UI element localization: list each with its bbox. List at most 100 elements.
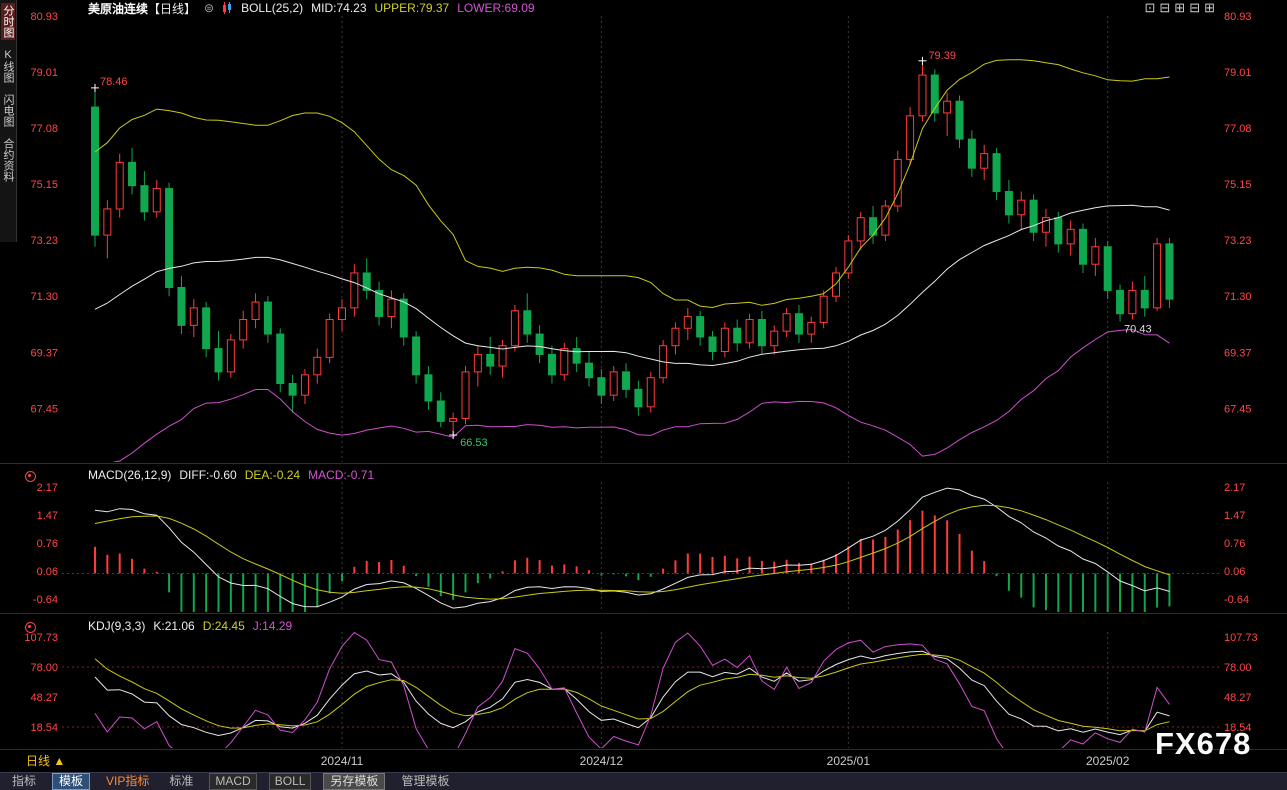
svg-text:48.27: 48.27 (30, 692, 58, 704)
svg-text:2.17: 2.17 (1224, 482, 1245, 494)
boll-lower-value: LOWER:69.09 (457, 1, 535, 15)
symbol-name: 美原油连续【日线】 (88, 0, 196, 17)
kdj-d-value: D:24.45 (202, 619, 245, 633)
svg-text:70.43: 70.43 (1124, 324, 1152, 336)
macd-axis-labels: 2.17 2.17 1.47 1.47 0.76 0.76 0.06 0.06 -0.64 -0.… (33, 482, 1249, 606)
svg-text:107.73: 107.73 (24, 632, 58, 644)
price-axis-labels: 80.93 80.93 79.01 79.01 77.08 77.08 75.15 75.15… (30, 11, 1251, 415)
macd-macd-value: MACD:-0.71 (308, 468, 375, 482)
svg-text:2024/11: 2024/11 (321, 754, 364, 768)
svg-text:18.54: 18.54 (1224, 722, 1252, 734)
layout-icon-2[interactable]: ⊟ (1159, 0, 1171, 15)
kdj-j-value: J:14.29 (252, 619, 293, 633)
svg-text:80.93: 80.93 (30, 11, 58, 23)
svg-text:78.00: 78.00 (30, 662, 58, 674)
symbol-title: 美原油连续 (88, 1, 149, 16)
chart-menu-icon[interactable]: ⊜ (204, 1, 215, 15)
tab-vip-indicators[interactable]: VIP指标 (106, 774, 150, 788)
svg-text:0.06: 0.06 (1224, 566, 1245, 578)
watermark-logo: FX678 (1155, 726, 1252, 761)
tab-manage-templates[interactable]: 管理模板 (401, 774, 450, 788)
svg-text:71.30: 71.30 (30, 291, 58, 303)
bottom-tab-bar: 指标 模板 VIP指标 标准 MACD BOLL 另存模板 管理模板 (0, 772, 1287, 790)
svg-text:1.47: 1.47 (1224, 510, 1245, 522)
svg-text:79.01: 79.01 (30, 67, 58, 79)
month-gridlines (341, 16, 1109, 748)
svg-text:67.45: 67.45 (1224, 403, 1252, 415)
boll-upper-value: UPPER:79.37 (374, 1, 450, 15)
svg-text:73.23: 73.23 (1224, 235, 1252, 247)
kdj-pane-toggle-icon[interactable] (25, 622, 36, 633)
boll-params-label: BOLL(25,2) (241, 1, 304, 15)
boll-lines (94, 59, 1170, 462)
layout-icon-3[interactable]: ⊞ (1174, 0, 1186, 15)
svg-text:69.37: 69.37 (30, 347, 58, 359)
reference-lines (62, 572, 1220, 728)
tab-indicators[interactable]: 指标 (12, 774, 37, 788)
sidebar-item-kline-chart[interactable]: K线图 (2, 49, 14, 83)
svg-text:2025/01: 2025/01 (827, 754, 871, 768)
kdj-header: KDJ(9,3,3) K:21.06 D:24.45 J:14.29 (88, 619, 292, 633)
layout-icon-4[interactable]: ⊟ (1189, 0, 1201, 15)
kdj-params-label: KDJ(9,3,3) (88, 619, 146, 633)
kdj-k-value: K:21.06 (153, 619, 195, 633)
sidebar-item-flash-chart[interactable]: 闪电图 (2, 94, 14, 127)
sidebar-item-timeline-chart[interactable]: 分时图 (1, 3, 15, 40)
svg-text:75.15: 75.15 (30, 179, 58, 191)
period-label: 日线 (26, 754, 51, 768)
svg-text:-0.64: -0.64 (1224, 594, 1249, 606)
layout-icon-1[interactable]: ⊡ (1144, 0, 1156, 15)
svg-text:66.53: 66.53 (460, 437, 488, 449)
x-axis-labels: 2024/11 2024/12 2025/01 2025/02 (321, 754, 1130, 768)
svg-text:2.17: 2.17 (37, 482, 58, 494)
kdj-layer (94, 632, 1170, 748)
svg-text:71.30: 71.30 (1224, 291, 1252, 303)
macd-layer (94, 487, 1171, 612)
macd-params-label: MACD(26,12,9) (88, 468, 172, 482)
tab-save-template[interactable]: 另存模板 (323, 773, 386, 790)
kdj-axis-labels: 107.73 107.73 78.00 78.00 48.27 48.27 18.54 18.… (24, 632, 1257, 734)
macd-dea-value: DEA:-0.24 (244, 468, 301, 482)
layout-icon-5[interactable]: ⊞ (1204, 0, 1215, 15)
sidebar: 分时图 K线图 闪电图 合约资料 (0, 0, 17, 242)
svg-text:78.46: 78.46 (100, 76, 128, 88)
macd-diff-value: DIFF:-0.60 (179, 468, 237, 482)
price-annotations: 78.46 79.39 66.53 70.43 (91, 50, 1152, 449)
svg-text:73.23: 73.23 (30, 235, 58, 247)
svg-text:79.39: 79.39 (928, 50, 956, 62)
svg-text:0.76: 0.76 (37, 538, 58, 550)
period-tag: 【日线】 (148, 1, 197, 16)
svg-text:1.47: 1.47 (37, 510, 58, 522)
svg-text:2025/02: 2025/02 (1086, 754, 1130, 768)
svg-text:-0.64: -0.64 (33, 594, 58, 606)
tab-templates[interactable]: 模板 (52, 773, 91, 790)
svg-text:0.06: 0.06 (37, 566, 58, 578)
boll-mid-value: MID:74.23 (311, 1, 367, 15)
pane-separators (0, 463, 1287, 750)
svg-text:77.08: 77.08 (1224, 123, 1252, 135)
svg-text:18.54: 18.54 (30, 722, 58, 734)
tab-standard[interactable]: 标准 (169, 774, 194, 788)
svg-text:77.08: 77.08 (30, 123, 58, 135)
svg-text:69.37: 69.37 (1224, 347, 1252, 359)
svg-text:48.27: 48.27 (1224, 692, 1252, 704)
svg-text:67.45: 67.45 (30, 403, 58, 415)
svg-text:0.76: 0.76 (1224, 538, 1245, 550)
tab-macd[interactable]: MACD (209, 773, 257, 790)
chart-header: 美原油连续【日线】 ⊜ BOLL(25,2) MID:74.23 UPPER:7… (88, 0, 535, 17)
svg-text:78.00: 78.00 (1224, 662, 1252, 674)
candlestick-layer[interactable] (91, 60, 1174, 436)
svg-text:2024/12: 2024/12 (580, 754, 624, 768)
sidebar-item-contract-info[interactable]: 合约资料 (2, 138, 14, 182)
candlestick-mini-icon (223, 2, 232, 14)
svg-text:107.73: 107.73 (1224, 632, 1258, 644)
macd-pane-toggle-icon[interactable] (25, 471, 36, 482)
tab-boll[interactable]: BOLL (268, 773, 312, 790)
layout-toolbar: ⊡ ⊟ ⊞ ⊟ ⊞ (1144, 0, 1215, 15)
macd-header: MACD(26,12,9) DIFF:-0.60 DEA:-0.24 MACD:… (88, 468, 374, 482)
period-arrow-icon: ▲ (53, 754, 66, 768)
svg-text:79.01: 79.01 (1224, 67, 1252, 79)
period-selector[interactable]: 日线 ▲ (26, 752, 65, 769)
